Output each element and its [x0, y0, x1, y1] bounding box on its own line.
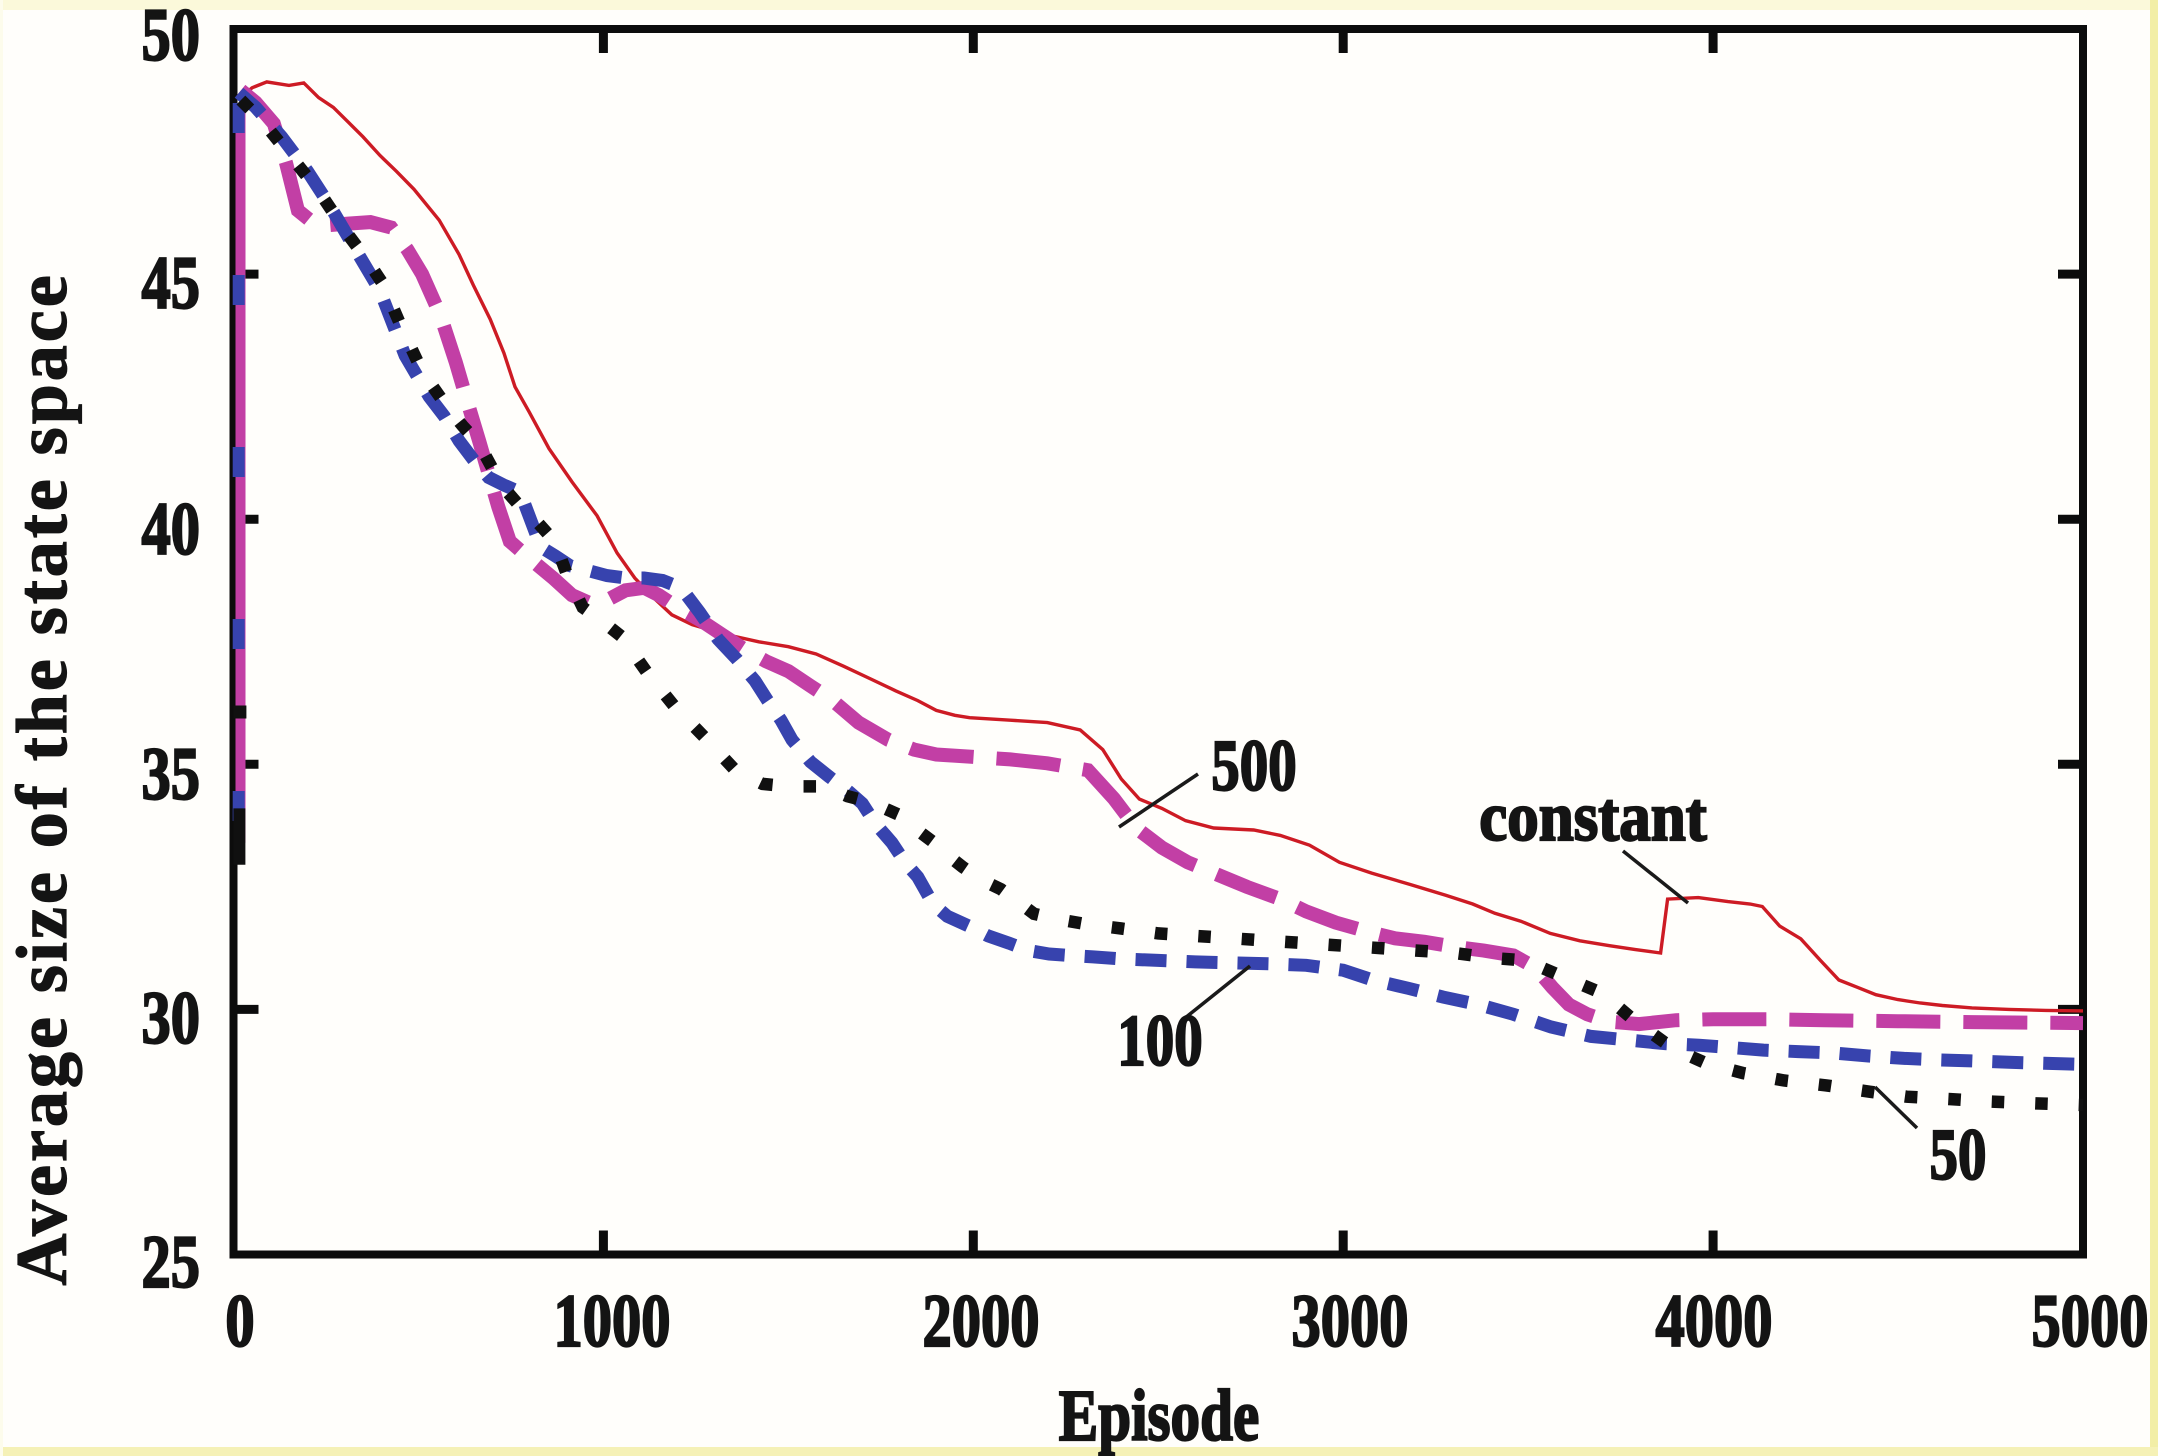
svg-text:Average size of the state spac: Average size of the state space: [2, 272, 82, 1285]
svg-text:35: 35: [142, 732, 200, 816]
svg-text:30: 30: [142, 976, 200, 1060]
svg-text:40: 40: [142, 487, 200, 571]
svg-text:50: 50: [1930, 1115, 1987, 1195]
svg-text:25: 25: [142, 1220, 200, 1304]
svg-text:500: 500: [1211, 726, 1296, 806]
svg-text:5000: 5000: [2032, 1279, 2149, 1363]
svg-text:3000: 3000: [1292, 1279, 1409, 1363]
svg-text:4000: 4000: [1656, 1279, 1773, 1363]
svg-text:50: 50: [142, 0, 200, 77]
svg-text:constant: constant: [1479, 779, 1706, 856]
svg-text:1000: 1000: [554, 1279, 671, 1363]
svg-text:45: 45: [142, 241, 200, 325]
svg-text:0: 0: [225, 1279, 254, 1363]
svg-text:2000: 2000: [923, 1279, 1040, 1363]
svg-text:100: 100: [1117, 1001, 1202, 1081]
svg-text:Episode: Episode: [1059, 1376, 1259, 1456]
